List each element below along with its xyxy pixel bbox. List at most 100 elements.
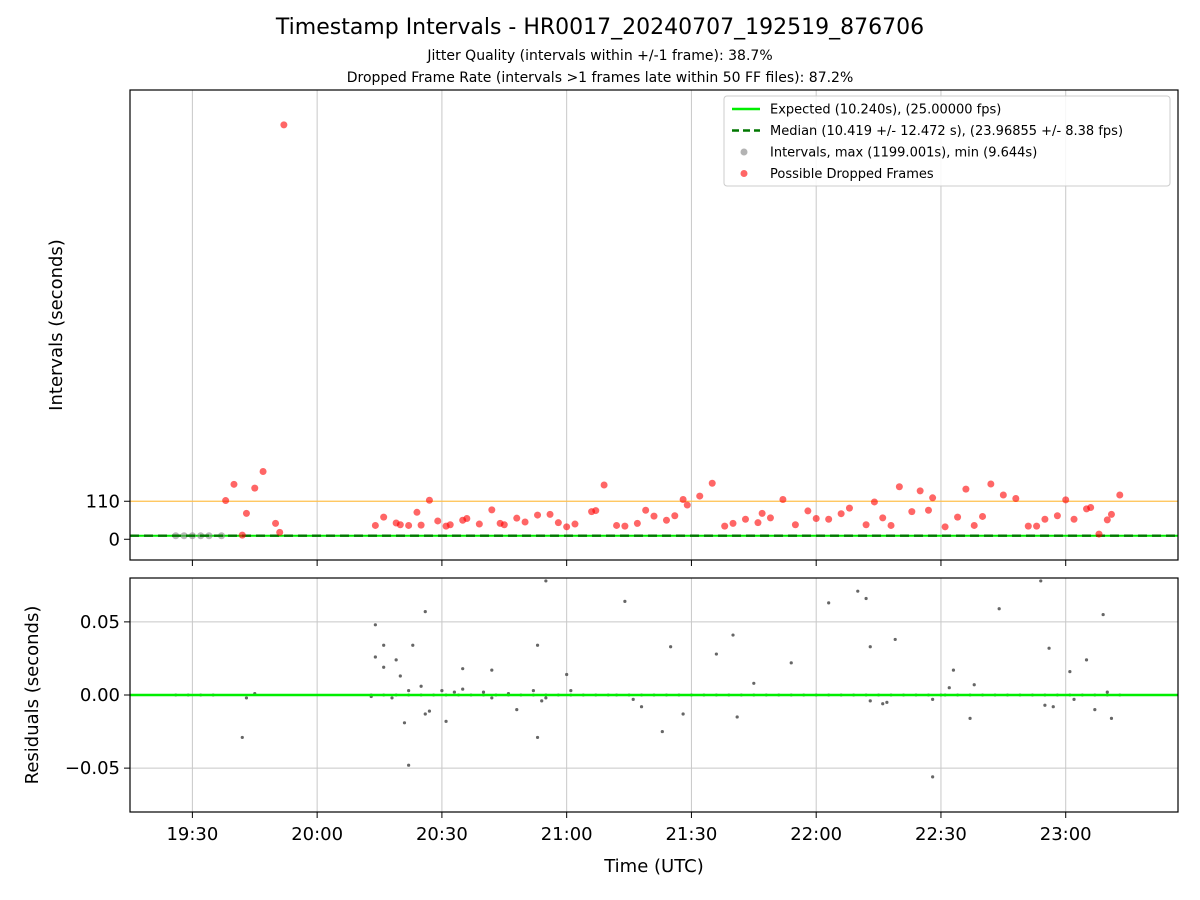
residual-point (565, 672, 569, 677)
residual-point (419, 684, 423, 688)
chart-title: Timestamp Intervals - HR0017_20240707_19… (275, 15, 925, 40)
x-tick-label: 22:00 (790, 824, 842, 845)
dropped-frame-point (929, 494, 937, 502)
legend-box (723, 95, 1171, 187)
y-tick-label: −0.05 (65, 758, 120, 779)
residual-point (390, 696, 394, 700)
dropped-frame-point (908, 508, 916, 516)
dropped-frame-point (962, 485, 970, 493)
residual-point (639, 705, 644, 709)
dropped-frame-point (970, 521, 978, 529)
dropped-frame-point (696, 492, 704, 500)
dropped-frame-point (488, 506, 496, 514)
residual-point (752, 681, 756, 685)
residual-point (407, 689, 411, 693)
residuals-y-axis-label: Residuals (seconds) (22, 606, 43, 785)
dropped-frame-point (521, 518, 529, 526)
dropped-frame-point (662, 516, 670, 524)
dropped-frame-point (475, 520, 483, 528)
residual-point (669, 645, 673, 649)
residual-point (1101, 612, 1105, 617)
dropped-frame-point (1024, 522, 1032, 530)
dropped-frame-point (845, 504, 853, 512)
dropped-frame-point (463, 515, 471, 523)
dropped-frame-point (500, 521, 508, 529)
dropped-frame-point (633, 519, 641, 527)
dropped-frame-point (779, 496, 787, 504)
legend-intervals-swatch (740, 148, 748, 156)
residual-point (540, 699, 544, 703)
residual-point (544, 696, 548, 700)
dropped-frame-point (754, 519, 762, 527)
residual-point (660, 729, 664, 734)
residual-point (868, 645, 872, 649)
dropped-frame-point (276, 528, 284, 536)
residual-point (931, 697, 935, 701)
residual-point (1105, 690, 1109, 694)
residual-point (623, 599, 627, 604)
dropped-frame-point (671, 512, 679, 520)
dropped-frame-point (916, 487, 924, 495)
residual-point (240, 735, 244, 740)
dropped-frame-point (1070, 515, 1078, 523)
residual-point (444, 719, 448, 723)
dropped-frame-point (879, 514, 887, 522)
dropped-frame-point (230, 480, 238, 488)
dropped-frame-point (417, 521, 425, 529)
residual-point (423, 712, 427, 716)
residual-point (382, 665, 386, 669)
dropped-frame-point (870, 498, 878, 506)
dropped-frame-point (371, 521, 379, 529)
residual-point (968, 716, 972, 721)
residual-point (714, 652, 718, 656)
y-tick-label: 0 (109, 529, 120, 550)
x-tick-label: 20:00 (291, 824, 343, 845)
x-tick-label: 19:30 (166, 824, 218, 845)
residual-point (731, 633, 735, 637)
residual-point (452, 690, 456, 694)
residual-point (1043, 703, 1047, 707)
legend-label: Median (10.419 +/- 12.472 s), (23.96855 … (770, 124, 1123, 139)
dropped-frame-point (534, 511, 542, 519)
residual-point (856, 589, 860, 593)
residual-point (1109, 716, 1114, 721)
dropped-frame-point (758, 509, 766, 517)
residual-point (423, 610, 427, 614)
residual-point (544, 579, 548, 583)
dropped-frame-point (1012, 494, 1020, 502)
x-tick-label: 22:30 (915, 824, 967, 845)
x-tick-label: 21:00 (541, 824, 593, 845)
residual-point (1047, 646, 1051, 650)
dropped-frame-point (766, 514, 774, 522)
dropped-frame-point (446, 521, 454, 529)
dropped-frame-point (708, 479, 716, 487)
dropped-frame-point (825, 515, 833, 523)
dropped-frame-point (862, 521, 870, 529)
dropped-frame-point (413, 508, 421, 516)
residuals-plot-area (130, 579, 1178, 779)
dropped-frame-point (837, 510, 845, 518)
dropped-frame-point (721, 522, 729, 530)
y-tick-label: 110 (86, 491, 120, 512)
residual-point (535, 735, 540, 740)
residual-point (864, 596, 868, 601)
dropped-frame-point (251, 484, 259, 492)
dropped-frame-point (683, 501, 691, 509)
dropped-frame-point (513, 514, 521, 522)
residual-point (440, 689, 444, 693)
dropped-frame-point (571, 520, 579, 528)
residual-point (515, 708, 519, 712)
dropped-frame-point (554, 519, 562, 527)
dropped-frame-point (741, 515, 749, 523)
dropped-frame-point (650, 512, 658, 520)
dropped-frame-point (563, 523, 571, 531)
residual-point (1072, 697, 1076, 701)
interval-point (180, 532, 188, 540)
residual-point (947, 686, 951, 690)
residual-point (407, 763, 411, 767)
dropped-frame-point (1087, 503, 1095, 511)
residual-point (398, 674, 402, 678)
intervals-y-axis-label: Intervals (seconds) (46, 239, 67, 411)
intervals-plot-frame (129, 89, 1179, 561)
